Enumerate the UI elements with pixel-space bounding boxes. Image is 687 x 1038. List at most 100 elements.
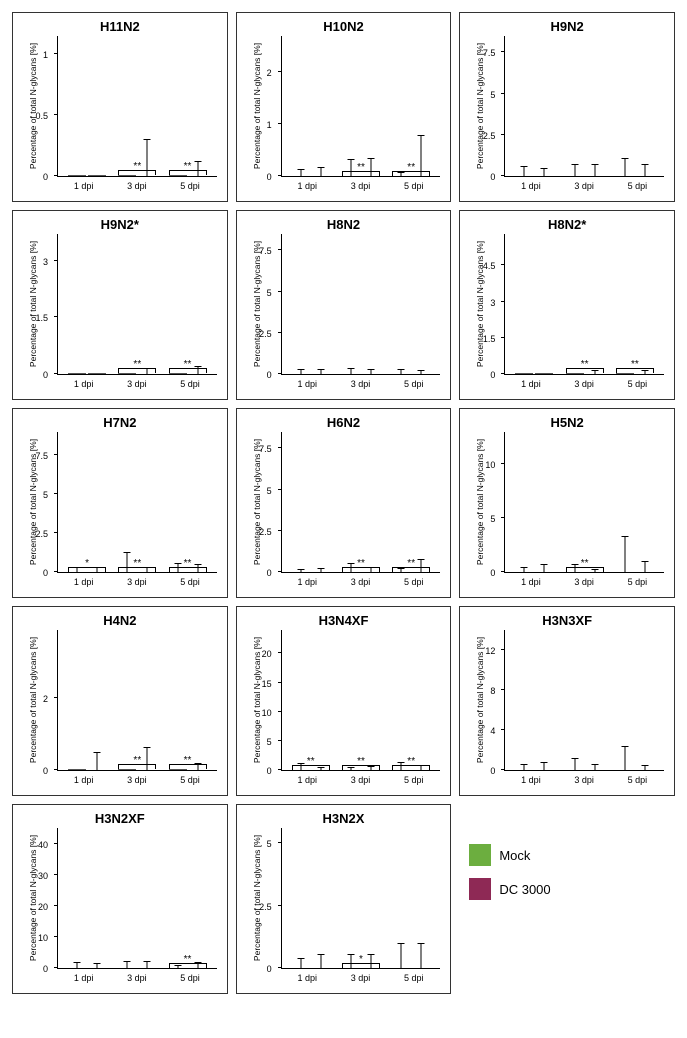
bars-container xyxy=(282,234,441,374)
null-marker xyxy=(535,373,553,374)
x-ticks: 1 dpi 3 dpi 5 dpi xyxy=(281,775,441,785)
legend-item: DC 3000 xyxy=(469,878,550,900)
bar-group xyxy=(62,373,112,374)
chart-panel: H4N2Percentage of total N-glycans [%]02*… xyxy=(12,606,228,796)
error-bar xyxy=(350,368,351,374)
chart-panel: H6N2Percentage of total N-glycans [%]02.… xyxy=(236,408,452,598)
plot-area: Percentage of total N-glycans [%]0510152… xyxy=(281,630,441,771)
significance-marker: ** xyxy=(169,364,207,373)
error-bar xyxy=(644,561,645,572)
bar-group: ** xyxy=(112,769,162,770)
panel-title: H8N2* xyxy=(466,217,668,232)
chart-panel: H3N4XFPercentage of total N-glycans [%]0… xyxy=(236,606,452,796)
panel-title: H11N2 xyxy=(19,19,221,34)
x-tick-label: 1 dpi xyxy=(74,973,94,983)
null-marker xyxy=(566,373,584,374)
bars-container: **** xyxy=(282,36,441,176)
x-tick-label: 5 dpi xyxy=(628,775,648,785)
chart-panel: H9N2Percentage of total N-glycans [%]02.… xyxy=(459,12,675,202)
significance-marker: ** xyxy=(118,760,156,769)
significance-marker: ** xyxy=(566,364,604,373)
plot-area: Percentage of total N-glycans [%]02.557.… xyxy=(504,36,664,177)
x-tick-label: 1 dpi xyxy=(298,577,318,587)
error-bar xyxy=(624,158,625,176)
bars-container xyxy=(505,630,664,770)
null-marker xyxy=(88,373,106,374)
error-bar xyxy=(544,168,545,176)
x-tick-label: 3 dpi xyxy=(127,775,147,785)
null-marker xyxy=(515,373,533,374)
null-marker xyxy=(68,373,86,374)
panel-title: H9N2* xyxy=(19,217,221,232)
x-tick-label: 3 dpi xyxy=(351,973,371,983)
x-tick-label: 5 dpi xyxy=(180,577,200,587)
bar-group: ** xyxy=(112,175,162,176)
significance-marker: ** xyxy=(169,959,207,968)
error-bar xyxy=(320,568,321,572)
error-bar xyxy=(594,764,595,770)
x-tick-label: 3 dpi xyxy=(574,775,594,785)
bar-group: ** xyxy=(162,769,212,770)
significance-marker: ** xyxy=(169,166,207,175)
error-bar xyxy=(544,762,545,770)
significance-marker: ** xyxy=(342,167,380,176)
significance-marker: ** xyxy=(342,761,380,770)
error-bar xyxy=(401,943,402,968)
bars-container: ***** xyxy=(58,432,217,572)
x-tick-label: 3 dpi xyxy=(574,181,594,191)
x-ticks: 1 dpi3 dpi5 dpi xyxy=(504,577,664,587)
x-ticks: 1 dpi3 dpi5 dpi xyxy=(281,379,441,389)
bar-group: ** xyxy=(560,373,610,374)
x-tick-label: 3 dpi xyxy=(574,379,594,389)
null-marker xyxy=(68,175,86,176)
x-tick-label: 5 dpi xyxy=(628,379,648,389)
x-tick-label: 5 dpi xyxy=(404,775,424,785)
error-bar xyxy=(300,958,301,968)
panel-title: H5N2 xyxy=(466,415,668,430)
error-bar xyxy=(624,536,625,572)
error-bar xyxy=(524,764,525,770)
x-tick-label: 1 dpi xyxy=(521,775,541,785)
x-tick-label: 5 dpi xyxy=(404,379,424,389)
chart-panel: H11N2 Percentage of total N-glycans [%]00… xyxy=(12,12,228,202)
x-ticks: 1 dpi 3 dpi 5 dpi xyxy=(281,973,441,983)
x-tick-label: 3 dpi xyxy=(351,577,371,587)
error-bar xyxy=(320,954,321,968)
error-bar xyxy=(624,746,625,770)
plot-area: Percentage of total N-glycans [%]0510** xyxy=(504,432,664,573)
x-tick-label: 1 dpi xyxy=(298,775,318,785)
x-tick-label: 3 dpi xyxy=(351,775,371,785)
error-bar xyxy=(524,166,525,176)
panel-title: H6N2 xyxy=(243,415,445,430)
error-bar xyxy=(544,564,545,572)
panel-title: H3N2XF xyxy=(19,811,221,826)
plot-area: Percentage of total N-glycans [%]02**** xyxy=(57,630,217,771)
panel-title: H7N2 xyxy=(19,415,221,430)
error-bar xyxy=(147,961,148,968)
x-tick-label: 3 dpi xyxy=(127,973,147,983)
panel-title: H10N2 xyxy=(243,19,445,34)
x-tick-label: 5 dpi xyxy=(404,973,424,983)
x-tick-label: 1 dpi xyxy=(74,379,94,389)
x-tick-label: 5 dpi xyxy=(180,379,200,389)
error-bar xyxy=(320,369,321,374)
bars-container: **** xyxy=(282,432,441,572)
x-tick-label: 3 dpi xyxy=(127,577,147,587)
bar-group xyxy=(62,175,112,176)
plot-area: Percentage of total N-glycans [%]00.51**… xyxy=(57,36,217,177)
chart-panel: H5N2 Percentage of total N-glycans [%]051… xyxy=(459,408,675,598)
legend-swatch xyxy=(469,878,491,900)
error-bar xyxy=(300,569,301,572)
error-bar xyxy=(77,962,78,968)
null-marker xyxy=(118,175,136,176)
x-ticks: 1 dpi3 dpi5 dpi xyxy=(504,181,664,191)
significance-marker: ** xyxy=(342,563,380,572)
chart-panel: H3N2XPercentage of total N-glycans [%]02… xyxy=(236,804,452,994)
bars-container xyxy=(505,36,664,176)
x-tick-label: 1 dpi xyxy=(298,973,318,983)
significance-marker: ** xyxy=(118,166,156,175)
error-bar xyxy=(97,752,98,770)
error-bar xyxy=(97,963,98,968)
significance-marker: ** xyxy=(169,563,207,572)
significance-marker: * xyxy=(68,563,106,572)
